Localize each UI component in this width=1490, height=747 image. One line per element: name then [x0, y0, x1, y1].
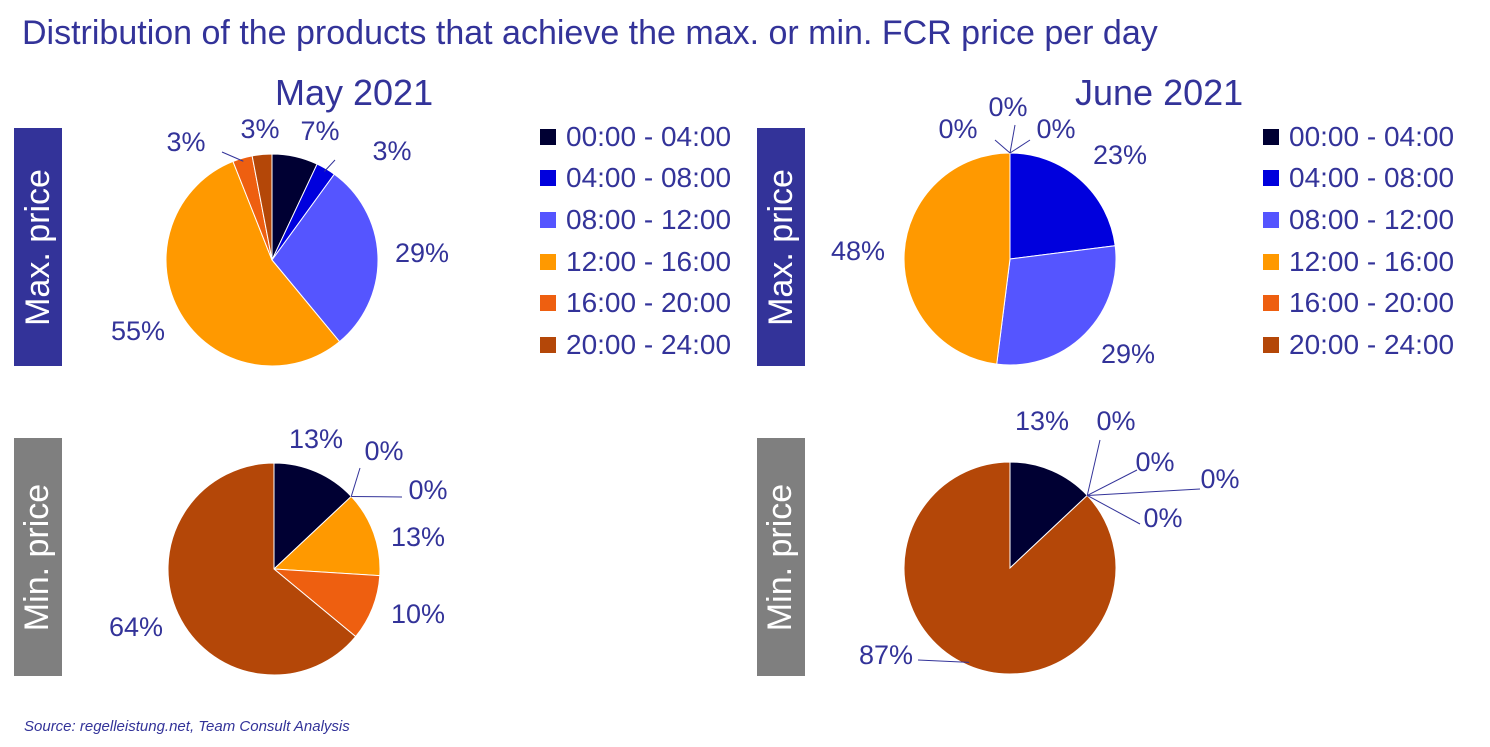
pie-slice	[272, 495, 381, 577]
data-label: 29%	[1101, 339, 1155, 369]
legend-item: 00:00 - 04:00	[540, 116, 731, 158]
pie-slice	[273, 462, 352, 571]
row-label-max-may: Max. price	[14, 128, 62, 366]
data-label: 87%	[859, 640, 913, 670]
pie-slice	[1009, 152, 1116, 260]
legend-item: 20:00 - 24:00	[540, 324, 731, 366]
data-label: 0%	[1036, 114, 1075, 144]
data-label: 10%	[391, 599, 445, 629]
legend-item: 12:00 - 16:00	[1263, 241, 1454, 283]
data-label: 3%	[240, 114, 279, 144]
leader-line	[1009, 124, 1016, 154]
legend-swatch	[1263, 211, 1279, 228]
data-label: 64%	[109, 612, 163, 642]
legend-label: 12:00 - 16:00	[566, 245, 732, 277]
data-label: 13%	[289, 424, 343, 454]
data-label: 0%	[364, 436, 403, 466]
legend-item: 08:00 - 12:00	[1263, 199, 1454, 241]
data-label: 3%	[372, 136, 411, 166]
leader-line	[350, 467, 361, 497]
data-label: 23%	[1093, 140, 1147, 170]
pie-slice	[1009, 461, 1088, 570]
leader-line	[351, 495, 403, 498]
legend-label: 20:00 - 24:00	[566, 328, 732, 360]
legend-swatch	[540, 253, 556, 270]
leader-line	[917, 659, 970, 663]
legend-item: 20:00 - 24:00	[1263, 324, 1454, 366]
month-title-june: June 2021	[1075, 72, 1244, 113]
legend-item: 00:00 - 04:00	[1263, 116, 1454, 158]
legend-label: 16:00 - 20:00	[1289, 287, 1455, 319]
legend-label: 00:00 - 04:00	[566, 120, 732, 152]
data-label: 0%	[1135, 447, 1174, 477]
legend-item: 04:00 - 08:00	[1263, 158, 1454, 200]
pie-slice	[251, 153, 273, 261]
month-title-may: May 2021	[275, 72, 434, 113]
pie-slice	[165, 160, 341, 367]
legend-swatch	[1263, 253, 1279, 270]
leader-line	[1087, 469, 1138, 496]
row-label-min-june: Min. price	[757, 438, 805, 676]
legend-item: 12:00 - 16:00	[540, 241, 731, 283]
data-label: 0%	[1096, 406, 1135, 436]
leader-line	[323, 159, 336, 172]
data-label: 29%	[395, 238, 449, 268]
leader-line	[1087, 495, 1141, 525]
legend-item: 16:00 - 20:00	[1263, 282, 1454, 324]
legend-label: 00:00 - 04:00	[1289, 120, 1455, 152]
legend-swatch	[1263, 170, 1279, 187]
pie-slice	[167, 462, 357, 676]
pie-slice	[903, 152, 1011, 365]
data-label: 3%	[166, 127, 205, 157]
data-label: 0%	[1200, 464, 1239, 494]
row-label-max-june: Max. price	[757, 128, 805, 366]
legend-swatch	[540, 336, 556, 353]
legend-swatch	[1263, 295, 1279, 312]
legend-label: 12:00 - 16:00	[1289, 245, 1455, 277]
legend-label: 08:00 - 12:00	[1289, 203, 1455, 235]
legend-swatch	[540, 128, 556, 145]
legend-swatch	[540, 170, 556, 187]
legend-swatch	[540, 211, 556, 228]
leader-line	[1009, 139, 1031, 154]
data-label: 48%	[831, 236, 885, 266]
legend-swatch	[1263, 128, 1279, 145]
pie-slice	[903, 461, 1117, 675]
data-label: 0%	[988, 92, 1027, 122]
legend-label: 20:00 - 24:00	[1289, 328, 1455, 360]
legend-item: 16:00 - 20:00	[540, 282, 731, 324]
pie-slice	[271, 173, 379, 343]
pie-chart: 13% 0%0%0%0%87%	[859, 406, 1240, 675]
chart-title: Distribution of the products that achiev…	[22, 14, 1158, 52]
pie-slice	[996, 245, 1117, 366]
data-label: 0%	[938, 114, 977, 144]
legend-may: 00:00 - 04:00 04:00 - 08:00 08:00 - 12:00 1…	[540, 116, 731, 366]
leader-line	[221, 151, 244, 162]
pie-chart: 0% 23% 29% 48% 0% 0%	[831, 92, 1155, 369]
data-label: 13%	[391, 522, 445, 552]
legend-label: 04:00 - 08:00	[566, 162, 732, 194]
leader-line	[1087, 488, 1201, 496]
legend-june: 00:00 - 04:00 04:00 - 08:00 08:00 - 12:00 1…	[1263, 116, 1454, 366]
legend-item: 08:00 - 12:00	[540, 199, 731, 241]
pie-chart: 13% 0%0% 13% 10% 64%	[109, 424, 448, 676]
leader-line	[1086, 439, 1101, 496]
leader-line	[994, 139, 1011, 154]
legend-label: 04:00 - 08:00	[1289, 162, 1455, 194]
data-label: 13%	[1015, 406, 1069, 436]
legend-item: 04:00 - 08:00	[540, 158, 731, 200]
row-label-min-may: Min. price	[14, 438, 62, 676]
pie-chart: 7% 3% 29% 55% 3% 3%	[111, 114, 449, 367]
data-label: 0%	[1143, 503, 1182, 533]
legend-label: 08:00 - 12:00	[566, 203, 732, 235]
source-note: Source: regelleistung.net, Team Consult …	[24, 718, 350, 735]
data-label: 7%	[300, 116, 339, 146]
legend-swatch	[540, 295, 556, 312]
legend-label: 16:00 - 20:00	[566, 287, 732, 319]
data-label: 55%	[111, 316, 165, 346]
data-label: 0%	[408, 475, 447, 505]
legend-swatch	[1263, 336, 1279, 353]
